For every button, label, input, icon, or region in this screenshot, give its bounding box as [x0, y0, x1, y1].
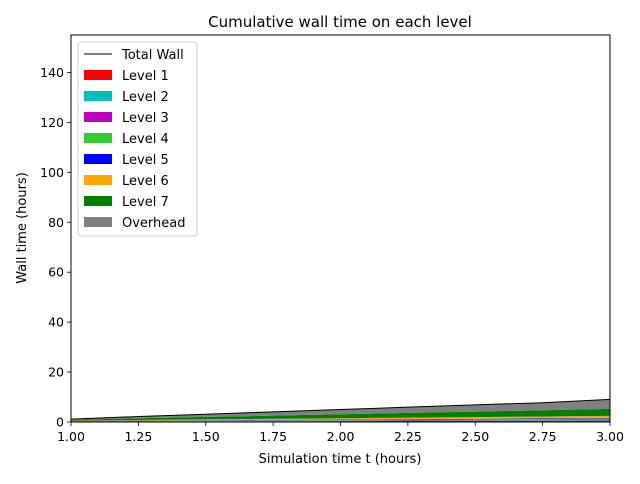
legend: Total Wall Level 1 Level 2 Level 3 Level 4 Le… [77, 41, 198, 237]
y-axis-label: Wall time (hours) [15, 172, 30, 284]
x-tick-label: 2.25 [394, 429, 422, 444]
legend-label-level-7: Level 7 [122, 195, 169, 210]
legend-label-level-2: Level 2 [122, 90, 169, 105]
legend-swatch-level-4 [84, 133, 112, 143]
x-tick-label: 1.75 [259, 429, 287, 444]
legend-swatch-overhead [84, 217, 112, 227]
legend-label-level-6: Level 6 [122, 174, 169, 189]
x-tick-label: 1.50 [192, 429, 220, 444]
area-level-4 [71, 418, 610, 422]
plot-frame [70, 34, 611, 423]
y-tick-label: 100 [40, 165, 64, 180]
legend-swatch-level-1 [84, 70, 112, 80]
legend-swatch-level-6 [84, 175, 112, 185]
x-axis-label: Simulation time t (hours) [259, 452, 422, 467]
legend-label-level-3: Level 3 [122, 111, 169, 126]
y-tick-label: 80 [48, 215, 64, 230]
total-wall-layer [70, 398, 611, 420]
area-level-5 [71, 418, 610, 421]
y-tick-label: 40 [48, 315, 64, 330]
legend-swatch-level-2 [84, 91, 112, 101]
y-tick-label: 60 [48, 265, 64, 280]
legend-label-total-wall: Total Wall [121, 48, 184, 63]
x-tick-label: 1.25 [124, 429, 152, 444]
legend-box [77, 41, 198, 237]
total-wall-line [70, 398, 611, 420]
area-level-7 [71, 408, 610, 421]
area-level-2 [71, 419, 610, 422]
legend-swatch-level-7 [84, 196, 112, 206]
y-tick-label: 120 [40, 115, 64, 130]
x-axis-ticks: 1.00 1.25 1.50 1.75 2.00 2.25 2.50 2.75 3.00 [57, 422, 624, 444]
chart-title: Cumulative wall time on each level [208, 13, 472, 31]
y-tick-label: 140 [40, 65, 64, 80]
legend-swatch-level-5 [84, 154, 112, 164]
x-tick-label: 3.00 [596, 429, 624, 444]
x-tick-label: 2.75 [529, 429, 557, 444]
legend-swatch-level-3 [84, 112, 112, 122]
y-tick-label: 20 [48, 365, 64, 380]
x-tick-label: 1.00 [57, 429, 85, 444]
area-level-3 [71, 419, 610, 422]
legend-label-level-1: Level 1 [122, 69, 169, 84]
x-tick-label: 2.00 [327, 429, 355, 444]
y-axis-ticks: 0 20 40 60 80 100 120 140 [40, 65, 71, 430]
legend-label-level-5: Level 5 [122, 153, 169, 168]
legend-label-level-4: Level 4 [122, 132, 169, 147]
y-tick-label: 0 [56, 415, 64, 430]
legend-label-overhead: Overhead [122, 216, 186, 231]
area-level-6 [71, 415, 610, 421]
x-tick-label: 2.50 [461, 429, 489, 444]
